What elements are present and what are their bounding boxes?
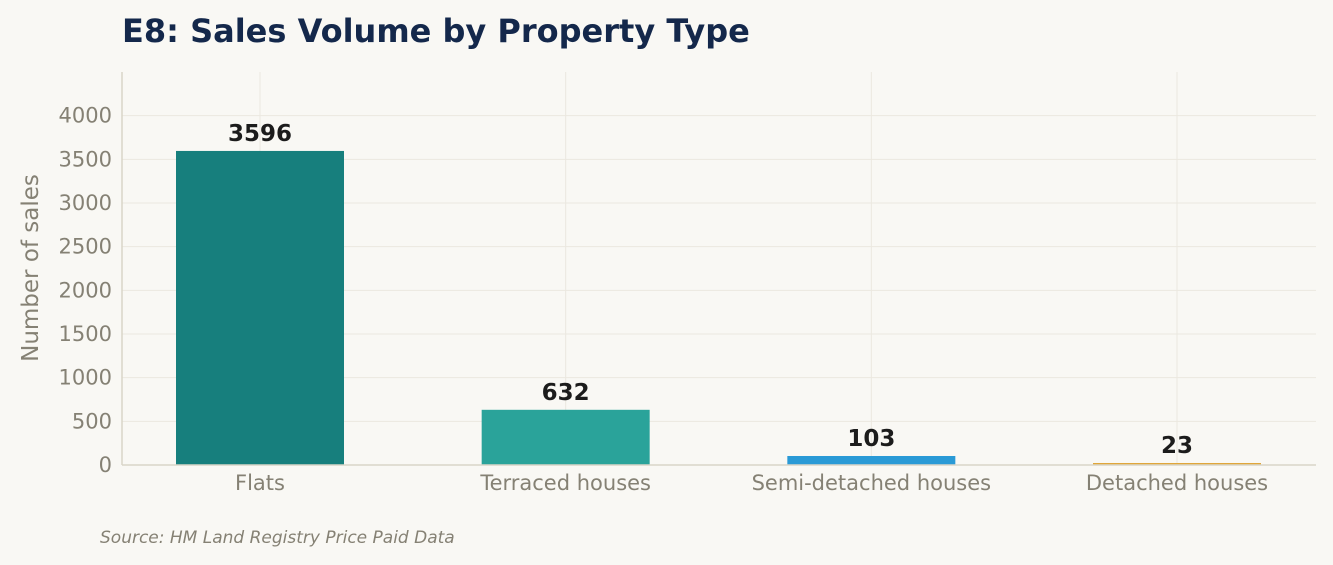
y-tick-label: 2500	[59, 235, 112, 259]
x-tick-label: Flats	[235, 471, 285, 495]
data-label: 632	[542, 380, 590, 406]
bar	[176, 150, 344, 465]
data-label: 23	[1161, 433, 1193, 459]
y-tick-label: 4000	[59, 104, 112, 128]
y-axis-label: Number of sales	[18, 174, 44, 362]
data-label: 103	[847, 426, 895, 452]
source-note: Source: HM Land Registry Price Paid Data	[100, 528, 455, 548]
bar	[481, 409, 650, 465]
y-tick-label: 1500	[59, 322, 112, 346]
bars-layer	[176, 150, 1261, 465]
chart-title: E8: Sales Volume by Property Type	[122, 12, 750, 50]
x-tick-label: Detached houses	[1086, 471, 1268, 495]
y-tick-label: 500	[72, 409, 112, 433]
x-tick-label: Terraced houses	[479, 471, 651, 495]
data-labels-layer: 3596 632 103 23	[228, 121, 1193, 459]
x-axis-ticks: Flats Terraced houses Semi-detached houses…	[235, 471, 1268, 495]
data-label: 3596	[228, 121, 292, 147]
x-tick-label: Semi-detached houses	[752, 471, 992, 495]
y-tick-label: 3500	[59, 147, 112, 171]
y-tick-label: 3000	[59, 191, 112, 215]
y-tick-label: 1000	[59, 366, 112, 390]
bar	[1093, 462, 1261, 465]
bar	[787, 456, 956, 465]
y-tick-label: 2000	[59, 278, 112, 302]
y-axis-ticks: 0 500 1000 1500 2000 2500 3000 3500 4000	[59, 104, 112, 477]
y-tick-label: 0	[99, 453, 112, 477]
